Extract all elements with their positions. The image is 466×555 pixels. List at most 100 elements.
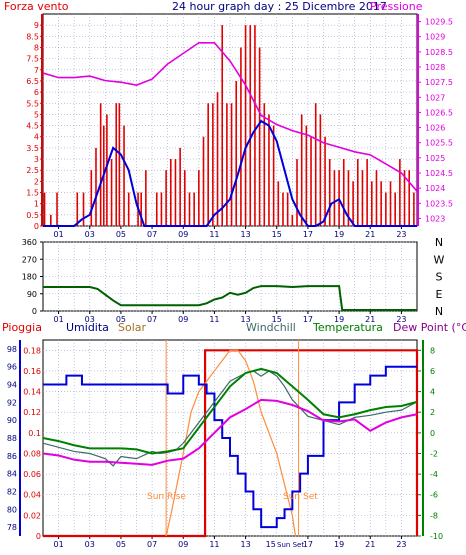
p3-rain-tick: 0.16 bbox=[23, 367, 41, 376]
p3-hour-tick: 03 bbox=[85, 540, 95, 549]
p1-pressure-tick: 1025 bbox=[425, 154, 445, 163]
p3-hum-tick: 84 bbox=[7, 470, 17, 479]
p3-hour-tick: 11 bbox=[209, 540, 219, 549]
p2-hour-tick: 17 bbox=[303, 315, 313, 324]
p1-wind-tick: 5.5 bbox=[26, 99, 39, 108]
p1-pressure-tick: 1024.5 bbox=[425, 169, 453, 178]
p1-wind-tick: 7.5 bbox=[26, 55, 39, 64]
p3-temp-tick: -8 bbox=[430, 511, 438, 520]
p3-rain-tick: 0.06 bbox=[23, 470, 41, 479]
p3-hum-tick: 94 bbox=[7, 381, 17, 390]
p2-hour-tick: 07 bbox=[147, 315, 157, 324]
p2-hour-tick: 19 bbox=[334, 315, 344, 324]
p3-hum-tick: 80 bbox=[7, 505, 17, 514]
p3-rain-tick: 0.04 bbox=[23, 491, 41, 500]
p1-hour-tick: 01 bbox=[53, 230, 63, 239]
p1-pressure-tick: 1026.5 bbox=[425, 108, 453, 117]
p2-hour-tick: 03 bbox=[85, 315, 95, 324]
p3-temp-tick: 8 bbox=[430, 346, 435, 355]
p1-hour-tick: 05 bbox=[116, 230, 126, 239]
p3-temp-tick: -10 bbox=[430, 532, 443, 541]
p3-hour-tick: 09 bbox=[178, 540, 188, 549]
p1-hour-tick: 13 bbox=[240, 230, 250, 239]
p3-hum-tick: 86 bbox=[7, 452, 17, 461]
p3-hour-tick: 07 bbox=[147, 540, 157, 549]
p3-rain-tick: 0.02 bbox=[23, 511, 41, 520]
p1-pressure-tick: 1025.5 bbox=[425, 139, 453, 148]
wind-direction-line bbox=[43, 285, 417, 312]
p1-hour-tick: 17 bbox=[303, 230, 313, 239]
p3-temp-tick: -2 bbox=[430, 449, 438, 458]
p1-pressure-tick: 1023 bbox=[425, 214, 445, 223]
p1-wind-tick: 6.5 bbox=[26, 77, 39, 86]
p1-pressure-tick: 1026 bbox=[425, 124, 445, 133]
p2-dir-tick: 90 bbox=[27, 290, 37, 299]
p1-wind-tick: 2.5 bbox=[26, 166, 39, 175]
pressure-axis-label: Pressione bbox=[370, 0, 423, 13]
p1-hour-tick: 11 bbox=[209, 230, 219, 239]
p1-pressure-tick: 1028.5 bbox=[425, 48, 453, 57]
p3-rain-tick: 0.18 bbox=[23, 346, 41, 355]
p1-wind-tick: 7 bbox=[34, 66, 39, 75]
p1-hour-tick: 03 bbox=[85, 230, 95, 239]
p3-hum-tick: 82 bbox=[7, 487, 17, 496]
p1-hour-tick: 21 bbox=[365, 230, 375, 239]
p1-wind-tick: 4 bbox=[34, 133, 39, 142]
chart-marks bbox=[42, 25, 419, 538]
p2-hour-tick: 11 bbox=[209, 315, 219, 324]
p1-wind-tick: 0.5 bbox=[26, 211, 39, 220]
p3-hour-tick: 05 bbox=[116, 540, 126, 549]
sun-rise-label: Sun Rise bbox=[147, 492, 186, 502]
p1-pressure-tick: 1029.5 bbox=[425, 18, 453, 27]
p1-pressure-tick: 1027 bbox=[425, 93, 445, 102]
legend-solar: Solar bbox=[118, 321, 147, 334]
p3-hour-tick: 23 bbox=[396, 540, 406, 549]
pressure-line bbox=[42, 41, 418, 192]
p1-wind-tick: 0 bbox=[34, 222, 39, 231]
p2-dir-tick: 360 bbox=[22, 238, 37, 247]
p1-wind-tick: 8.5 bbox=[26, 32, 39, 41]
p3-temp-tick: 4 bbox=[430, 388, 435, 397]
p1-wind-tick: 3.5 bbox=[26, 144, 39, 153]
p1-wind-tick: 2 bbox=[34, 177, 39, 186]
p2-hour-tick: 13 bbox=[240, 315, 250, 324]
p2-hour-tick: 15 bbox=[272, 315, 282, 324]
chart-title: 24 hour graph day : 25 Dicembre 2017 bbox=[172, 0, 387, 13]
solar-line bbox=[165, 349, 297, 537]
p1-pressure-tick: 1028 bbox=[425, 63, 445, 72]
p1-hour-tick: 07 bbox=[147, 230, 157, 239]
p2-hour-tick: 01 bbox=[53, 315, 63, 324]
p1-wind-tick: 9 bbox=[34, 21, 39, 30]
compass-letter: W bbox=[434, 253, 445, 266]
p2-hour-tick: 23 bbox=[396, 315, 406, 324]
legend-pioggia: Pioggia bbox=[2, 321, 42, 334]
p1-wind-tick: 6 bbox=[34, 88, 39, 97]
p1-wind-tick: 5 bbox=[34, 110, 39, 119]
p1-wind-tick: 4.5 bbox=[26, 122, 39, 131]
p1-wind-tick: 8 bbox=[34, 43, 39, 52]
rain-line bbox=[43, 349, 419, 538]
p1-wind-tick: 1 bbox=[34, 200, 39, 209]
legend-temperatura: Temperatura bbox=[312, 321, 383, 334]
legend-dewpoint: Dew Point (°C) bbox=[393, 321, 466, 334]
p3-temp-tick: 2 bbox=[430, 408, 435, 417]
p1-hour-tick: 09 bbox=[178, 230, 188, 239]
p3-temp-tick: -6 bbox=[430, 491, 438, 500]
panel1-grid bbox=[40, 14, 421, 229]
p1-hour-tick: 15 bbox=[272, 230, 282, 239]
p3-hour-tick: 15 bbox=[266, 540, 276, 549]
p3-hum-tick: 98 bbox=[7, 345, 17, 354]
p2-dir-tick: 0 bbox=[32, 307, 37, 316]
windchill-line bbox=[42, 370, 418, 467]
p3-rain-tick: 0.14 bbox=[23, 388, 41, 397]
wind-mean-line bbox=[43, 119, 417, 227]
p3-hum-tick: 88 bbox=[7, 434, 17, 443]
p3-temp-tick: 6 bbox=[430, 367, 435, 376]
p3-rain-tick: 0 bbox=[36, 532, 41, 541]
wind-axis-label: Forza vento bbox=[4, 0, 69, 13]
p1-hour-tick: 19 bbox=[334, 230, 344, 239]
compass-letter: N bbox=[435, 305, 443, 318]
dewpoint-line bbox=[42, 398, 418, 466]
p1-hour-tick: 23 bbox=[396, 230, 406, 239]
